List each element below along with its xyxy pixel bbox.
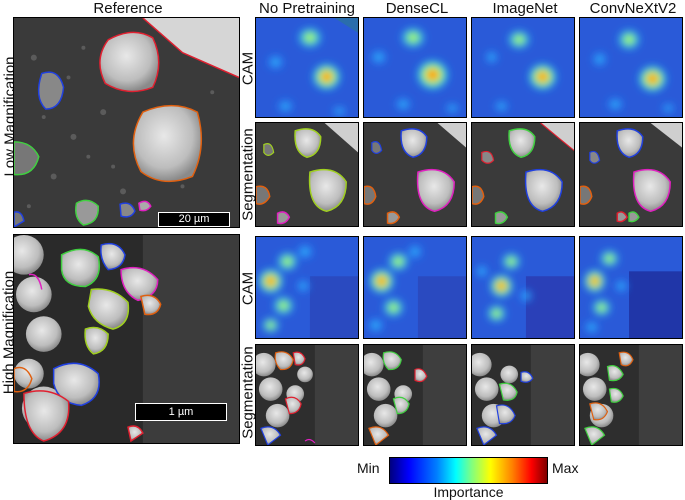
cam-low-imagenet xyxy=(471,17,575,118)
colorbar-max-label: Max xyxy=(552,460,579,476)
cam-low-densecl xyxy=(363,17,467,118)
reference-high-magnification-image: 1 µm xyxy=(13,234,240,444)
segmentation-high-convnextv2 xyxy=(579,344,683,446)
segmentation-high-no-pretraining xyxy=(255,344,359,446)
cam-high-no-pretraining xyxy=(255,236,359,339)
segmentation-low-convnextv2 xyxy=(579,122,683,227)
segmentation-low-imagenet xyxy=(471,122,575,227)
header-no-pretraining: No Pretraining xyxy=(259,0,355,17)
row-label-segmentation-high: Segmentation xyxy=(239,346,257,439)
cam-high-imagenet xyxy=(471,236,575,339)
cam-high-densecl xyxy=(363,236,467,339)
scale-bar-high-label: 1 µm xyxy=(168,406,194,418)
segmentation-low-densecl xyxy=(363,122,467,227)
cam-high-convnextv2 xyxy=(579,236,683,339)
scale-bar-low-label: 20 µm xyxy=(178,213,210,225)
reference-low-magnification-image: 20 µm xyxy=(13,17,240,228)
header-reference: Reference xyxy=(93,0,163,17)
colorbar-title: Importance xyxy=(433,484,504,500)
row-label-cam-low: CAM xyxy=(239,51,257,86)
segmentation-low-no-pretraining xyxy=(255,122,359,227)
header-convnextv2: ConvNeXtV2 xyxy=(589,0,677,17)
row-label-cam-high: CAM xyxy=(239,271,257,306)
scale-bar-low: 20 µm xyxy=(158,212,230,227)
cam-low-no-pretraining xyxy=(255,17,359,118)
row-label-segmentation-low: Segmentation xyxy=(239,128,257,221)
header-densecl: DenseCL xyxy=(385,0,449,17)
cam-low-convnextv2 xyxy=(579,17,683,118)
scale-bar-high: 1 µm xyxy=(135,403,227,421)
colorbar-min-label: Min xyxy=(357,460,380,476)
header-imagenet: ImageNet xyxy=(492,0,558,17)
importance-colorbar xyxy=(389,457,548,484)
segmentation-high-imagenet xyxy=(471,344,575,446)
segmentation-high-densecl xyxy=(363,344,467,446)
